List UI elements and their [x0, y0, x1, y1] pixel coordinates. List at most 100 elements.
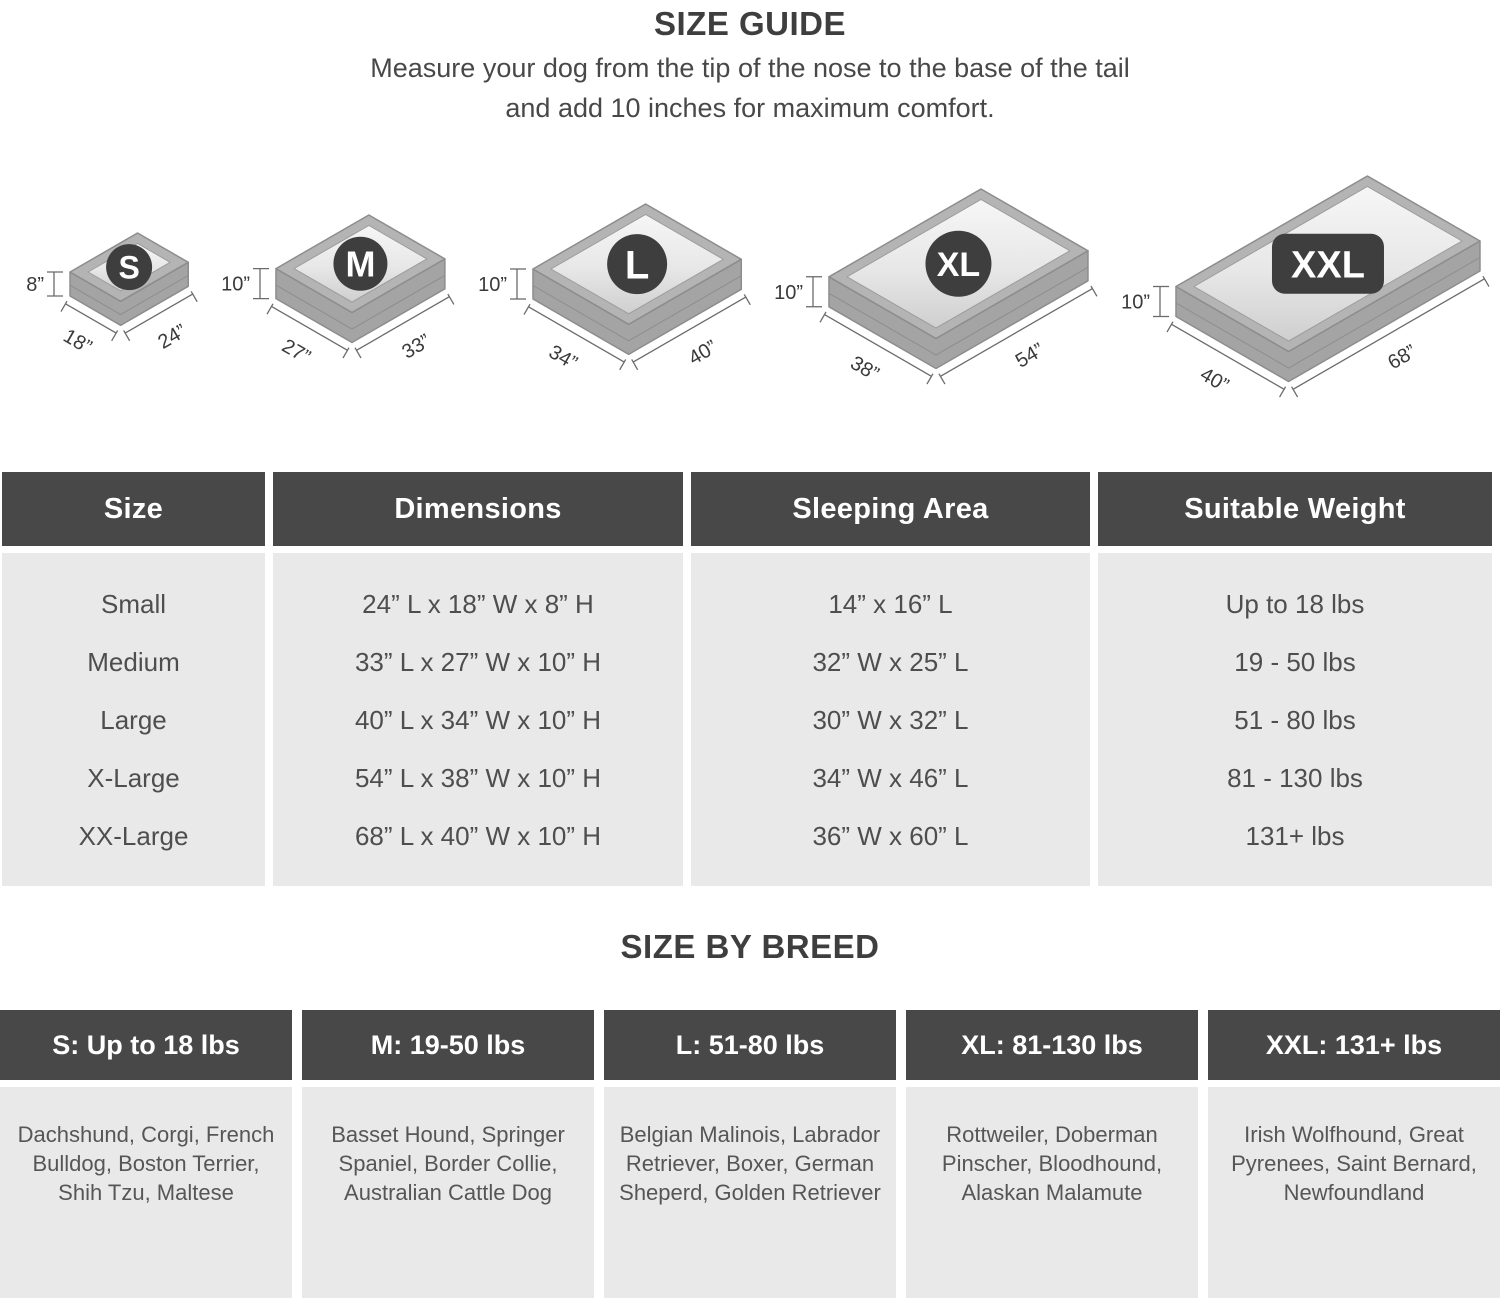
bed-height-label: 10”	[1121, 292, 1150, 314]
width-dim-line	[528, 306, 625, 363]
length-dim-line	[124, 293, 194, 334]
bed-width-label: 34”	[545, 341, 581, 375]
dimensions-cell: 68” L x 40” W x 10” H	[354, 821, 602, 851]
bed-figure-xxl: XXL 10” 40” 68”	[1121, 175, 1490, 398]
bed-size-badge	[333, 236, 388, 291]
bed-seam-line	[532, 275, 742, 342]
length-dim-line	[940, 287, 1093, 377]
size-table-column-suitable-weight: Up to 18 lbs 19 - 50 lbs 51 - 80 lbs 81 …	[1098, 553, 1492, 886]
size-table-column-sleeping-area: 14” x 16” L 32” W x 25” L 30” W x 32” L …	[691, 553, 1090, 886]
length-dim-line	[356, 296, 450, 351]
sleeping-area-cell: 36” W x 60” L	[812, 821, 969, 851]
breed-table-body-row: Dachshund, Corgi, French Bulldog, Boston…	[0, 1087, 1500, 1298]
size-cell: XX-Large	[78, 821, 189, 851]
size-cell: X-Large	[87, 763, 180, 793]
breed-list-text: Basset Hound, Springer Spaniel, Border C…	[331, 1122, 565, 1205]
breed-table-header-row: S: Up to 18 lbs M: 19-50 lbs L: 51-80 lb…	[0, 1010, 1500, 1080]
breed-table: S: Up to 18 lbs M: 19-50 lbs L: 51-80 lb…	[0, 1010, 1500, 1298]
bed-width-label: 40”	[1196, 363, 1232, 397]
width-dim-line	[271, 305, 348, 351]
breed-header-xl: XL: 81-130 lbs	[906, 1010, 1198, 1080]
bed-size-badge-label: XXL	[1291, 244, 1365, 286]
bed-width-label: 27”	[278, 335, 314, 369]
bed-size-badge	[106, 244, 153, 291]
breed-header-xxl: XXL: 131+ lbs	[1208, 1010, 1500, 1080]
size-table: Size Dimensions Sleeping Area Suitable W…	[0, 472, 1500, 886]
bed-length-label: 54”	[1012, 339, 1048, 373]
size-table-header-dimensions: Dimensions	[273, 472, 683, 546]
breed-header-s: S: Up to 18 lbs	[0, 1010, 292, 1080]
sleeping-area-cell: 32” W x 25” L	[812, 647, 969, 677]
bed-size-badge	[607, 234, 668, 295]
bed-height-label: 8”	[26, 274, 44, 296]
bed-size-badge	[1271, 233, 1384, 294]
bed-height-label: 10”	[478, 274, 507, 296]
measure-instructions: Measure your dog from the tip of the nos…	[0, 48, 1500, 128]
weight-cell: Up to 18 lbs	[1225, 589, 1365, 619]
width-dim-line	[824, 313, 932, 377]
bed-width-label: 38”	[846, 352, 882, 386]
breed-list-xl: Rottweiler, Doberman Pinscher, Bloodhoun…	[906, 1087, 1198, 1298]
bed-size-badge-label: S	[118, 250, 139, 286]
breed-header-m: M: 19-50 lbs	[302, 1010, 594, 1080]
measure-instructions-line2: and add 10 inches for maximum comfort.	[505, 93, 995, 123]
dimensions-cell: 54” L x 38” W x 10” H	[354, 763, 602, 793]
bed-seam-line	[275, 274, 446, 330]
bed-seam-line	[828, 266, 1089, 356]
size-table-header-size: Size	[2, 472, 265, 546]
dimensions-cell: 40” L x 34” W x 10” H	[354, 705, 602, 735]
breed-list-s: Dachshund, Corgi, French Bulldog, Boston…	[0, 1087, 292, 1298]
bed-size-badge-label: M	[345, 244, 375, 285]
bed-height-label: 10”	[221, 274, 250, 296]
breed-list-text: Dachshund, Corgi, French Bulldog, Boston…	[17, 1122, 275, 1205]
breed-list-text: Belgian Malinois, Labrador Retriever, Bo…	[619, 1122, 881, 1205]
bed-length-label: 33”	[398, 330, 434, 364]
size-cell: Medium	[87, 647, 180, 677]
sleeping-area-cell: 14” x 16” L	[828, 589, 953, 619]
breed-list-text: Irish Wolfhound, Great Pyrenees, Saint B…	[1231, 1122, 1477, 1205]
weight-cell: 51 - 80 lbs	[1234, 705, 1356, 735]
bed-seam-line	[1175, 257, 1481, 369]
size-table-column-dimensions: 24” L x 18” W x 8” H 33” L x 27” W x 10”…	[273, 553, 683, 886]
bed-height-label: 10”	[774, 282, 803, 304]
size-cell: Small	[100, 589, 166, 619]
size-table-header-row: Size Dimensions Sleeping Area Suitable W…	[2, 472, 1498, 546]
bed-size-badge-label: XL	[937, 246, 980, 284]
width-dim-line	[1171, 323, 1285, 390]
length-dim-line	[1292, 278, 1485, 390]
width-dim-line	[65, 303, 117, 334]
bed-length-label: 24”	[154, 320, 190, 354]
sleeping-area-cell: 30” W x 32” L	[812, 705, 969, 735]
breed-list-m: Basset Hound, Springer Spaniel, Border C…	[302, 1087, 594, 1298]
breed-list-text: Rottweiler, Doberman Pinscher, Bloodhoun…	[941, 1122, 1163, 1205]
bed-length-label: 68”	[1384, 341, 1420, 375]
bed-illustrations-row: S 8” 18” 24” M 10” 27” 33” L 10” 34” 40” XL 10” 38”…	[0, 140, 1500, 458]
weight-cell: 131+ lbs	[1245, 821, 1345, 851]
bed-figure-xl: XL 10” 38” 54”	[774, 188, 1098, 386]
bed-size-badge	[925, 230, 992, 297]
length-dim-line	[632, 296, 747, 363]
bed-figure-l: L 10” 34” 40”	[478, 203, 751, 375]
dimensions-cell: 33” L x 27” W x 10” H	[354, 647, 602, 677]
weight-cell: 81 - 130 lbs	[1227, 763, 1363, 793]
breed-section-title: SIZE BY BREED	[620, 928, 880, 965]
bed-seam-line	[69, 275, 189, 316]
size-table-column-size: Small Medium Large X-Large XX-Large	[2, 553, 265, 886]
size-table-header-sleeping-area: Sleeping Area	[691, 472, 1090, 546]
sleeping-area-cell: 34” W x 46” L	[812, 763, 969, 793]
breed-list-l: Belgian Malinois, Labrador Retriever, Bo…	[604, 1087, 896, 1298]
bed-size-badge-label: L	[625, 244, 649, 288]
dimensions-cell: 24” L x 18” W x 8” H	[362, 589, 594, 619]
size-table-body: Small Medium Large X-Large XX-Large 24” …	[2, 553, 1498, 886]
size-table-header-suitable-weight: Suitable Weight	[1098, 472, 1492, 546]
breed-header-l: L: 51-80 lbs	[604, 1010, 896, 1080]
page-title: SIZE GUIDE	[653, 5, 847, 42]
bed-length-label: 40”	[685, 336, 721, 370]
bed-figure-m: M 10” 27” 33”	[221, 214, 455, 369]
bed-width-label: 18”	[59, 325, 95, 359]
size-cell: Large	[100, 705, 167, 735]
breed-list-xxl: Irish Wolfhound, Great Pyrenees, Saint B…	[1208, 1087, 1500, 1298]
bed-figure-s: S 8” 18” 24”	[26, 232, 198, 359]
measure-instructions-line1: Measure your dog from the tip of the nos…	[370, 53, 1130, 83]
